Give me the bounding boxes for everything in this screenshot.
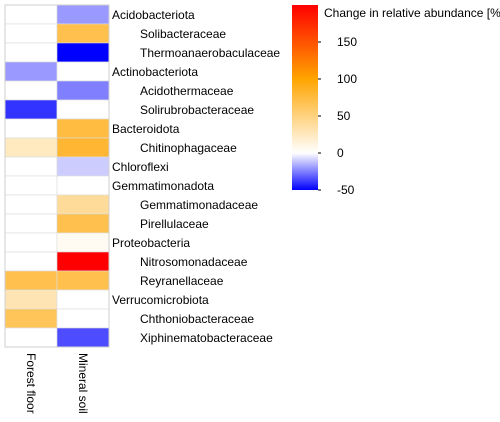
- row-label: Bacteroidota: [112, 122, 180, 136]
- heatmap-cell: [56, 61, 110, 82]
- legend-color-bar: [292, 5, 318, 190]
- heatmap-cell: [4, 232, 58, 253]
- legend-tick-label: 100: [337, 72, 357, 86]
- row-label: Acidothermaceae: [140, 84, 234, 98]
- heatmap-cell: [4, 99, 58, 120]
- heatmap-cell: [4, 23, 58, 44]
- heatmap-cell: [56, 308, 110, 329]
- row-label: Solibacteraceae: [140, 27, 226, 41]
- color-legend: Change in relative abundance [%] 150 100 5…: [292, 5, 500, 197]
- row-label: Gemmatimonadota: [112, 179, 214, 193]
- row-label: Chitinophagaceae: [140, 141, 237, 155]
- heatmap-cell: [4, 42, 58, 63]
- legend-tick-label: 0: [337, 146, 344, 160]
- heatmap-cell: [4, 80, 58, 101]
- row-label: Gemmatimonadaceae: [140, 198, 258, 212]
- heatmap-cells: [4, 4, 110, 348]
- heatmap-cell: [56, 213, 110, 234]
- row-label: Actinobacteriota: [112, 65, 198, 79]
- heatmap-cell: [4, 118, 58, 139]
- heatmap-cell: [56, 23, 110, 44]
- row-label: Nitrosomonadaceae: [140, 255, 248, 269]
- heatmap-cell: [56, 175, 110, 196]
- heatmap-cell: [56, 327, 110, 348]
- heatmap-cell: [4, 213, 58, 234]
- heatmap-cell: [56, 156, 110, 177]
- heatmap-cell: [4, 289, 58, 310]
- heatmap-cell: [56, 118, 110, 139]
- heatmap-cell: [4, 194, 58, 215]
- row-label: Reyranellaceae: [140, 274, 224, 288]
- heatmap-cell: [56, 4, 110, 25]
- row-label: Chloroflexi: [112, 160, 169, 174]
- heatmap-cell: [56, 137, 110, 158]
- legend-tick-label: -50: [337, 183, 355, 197]
- heatmap-cell: [4, 175, 58, 196]
- column-labels: Forest floor Mineral soil: [24, 353, 90, 414]
- legend-title: Change in relative abundance [%]: [324, 6, 500, 20]
- row-label: Thermoanaerobaculaceae: [140, 46, 280, 60]
- heatmap-cell: [4, 270, 58, 291]
- heatmap-cell: [4, 156, 58, 177]
- row-label: Verrucomicrobiota: [112, 293, 209, 307]
- legend-tick-label: 50: [337, 109, 351, 123]
- row-label: Acidobacteriota: [112, 8, 195, 22]
- heatmap-cell: [56, 270, 110, 291]
- row-labels: Acidobacteriota Solibacteraceae Thermoanae…: [112, 8, 280, 345]
- heatmap-cell: [4, 137, 58, 158]
- row-label: Chthoniobacteraceae: [140, 312, 254, 326]
- heatmap-cell: [4, 4, 58, 25]
- heatmap-cell: [4, 251, 58, 272]
- legend-tick-label: 150: [337, 35, 357, 49]
- row-label: Solirubrobacteraceae: [140, 103, 254, 117]
- column-label: Forest floor: [24, 353, 38, 414]
- column-label: Mineral soil: [76, 353, 90, 414]
- heatmap-cell: [56, 99, 110, 120]
- heatmap-cell: [56, 232, 110, 253]
- legend-ticks: 150 100 50 0 -50: [318, 35, 357, 197]
- heatmap-cell: [56, 194, 110, 215]
- heatmap-cell: [4, 327, 58, 348]
- heatmap-cell: [56, 80, 110, 101]
- heatmap-cell: [56, 289, 110, 310]
- heatmap-cell: [56, 251, 110, 272]
- row-label: Proteobacteria: [112, 236, 190, 250]
- heatmap-cell: [56, 42, 110, 63]
- heatmap-frame: [4, 4, 110, 348]
- row-label: Xiphinematobacteraceae: [140, 331, 273, 345]
- row-label: Pirellulaceae: [140, 217, 209, 231]
- heatmap-cell: [4, 61, 58, 82]
- heatmap-cell: [4, 308, 58, 329]
